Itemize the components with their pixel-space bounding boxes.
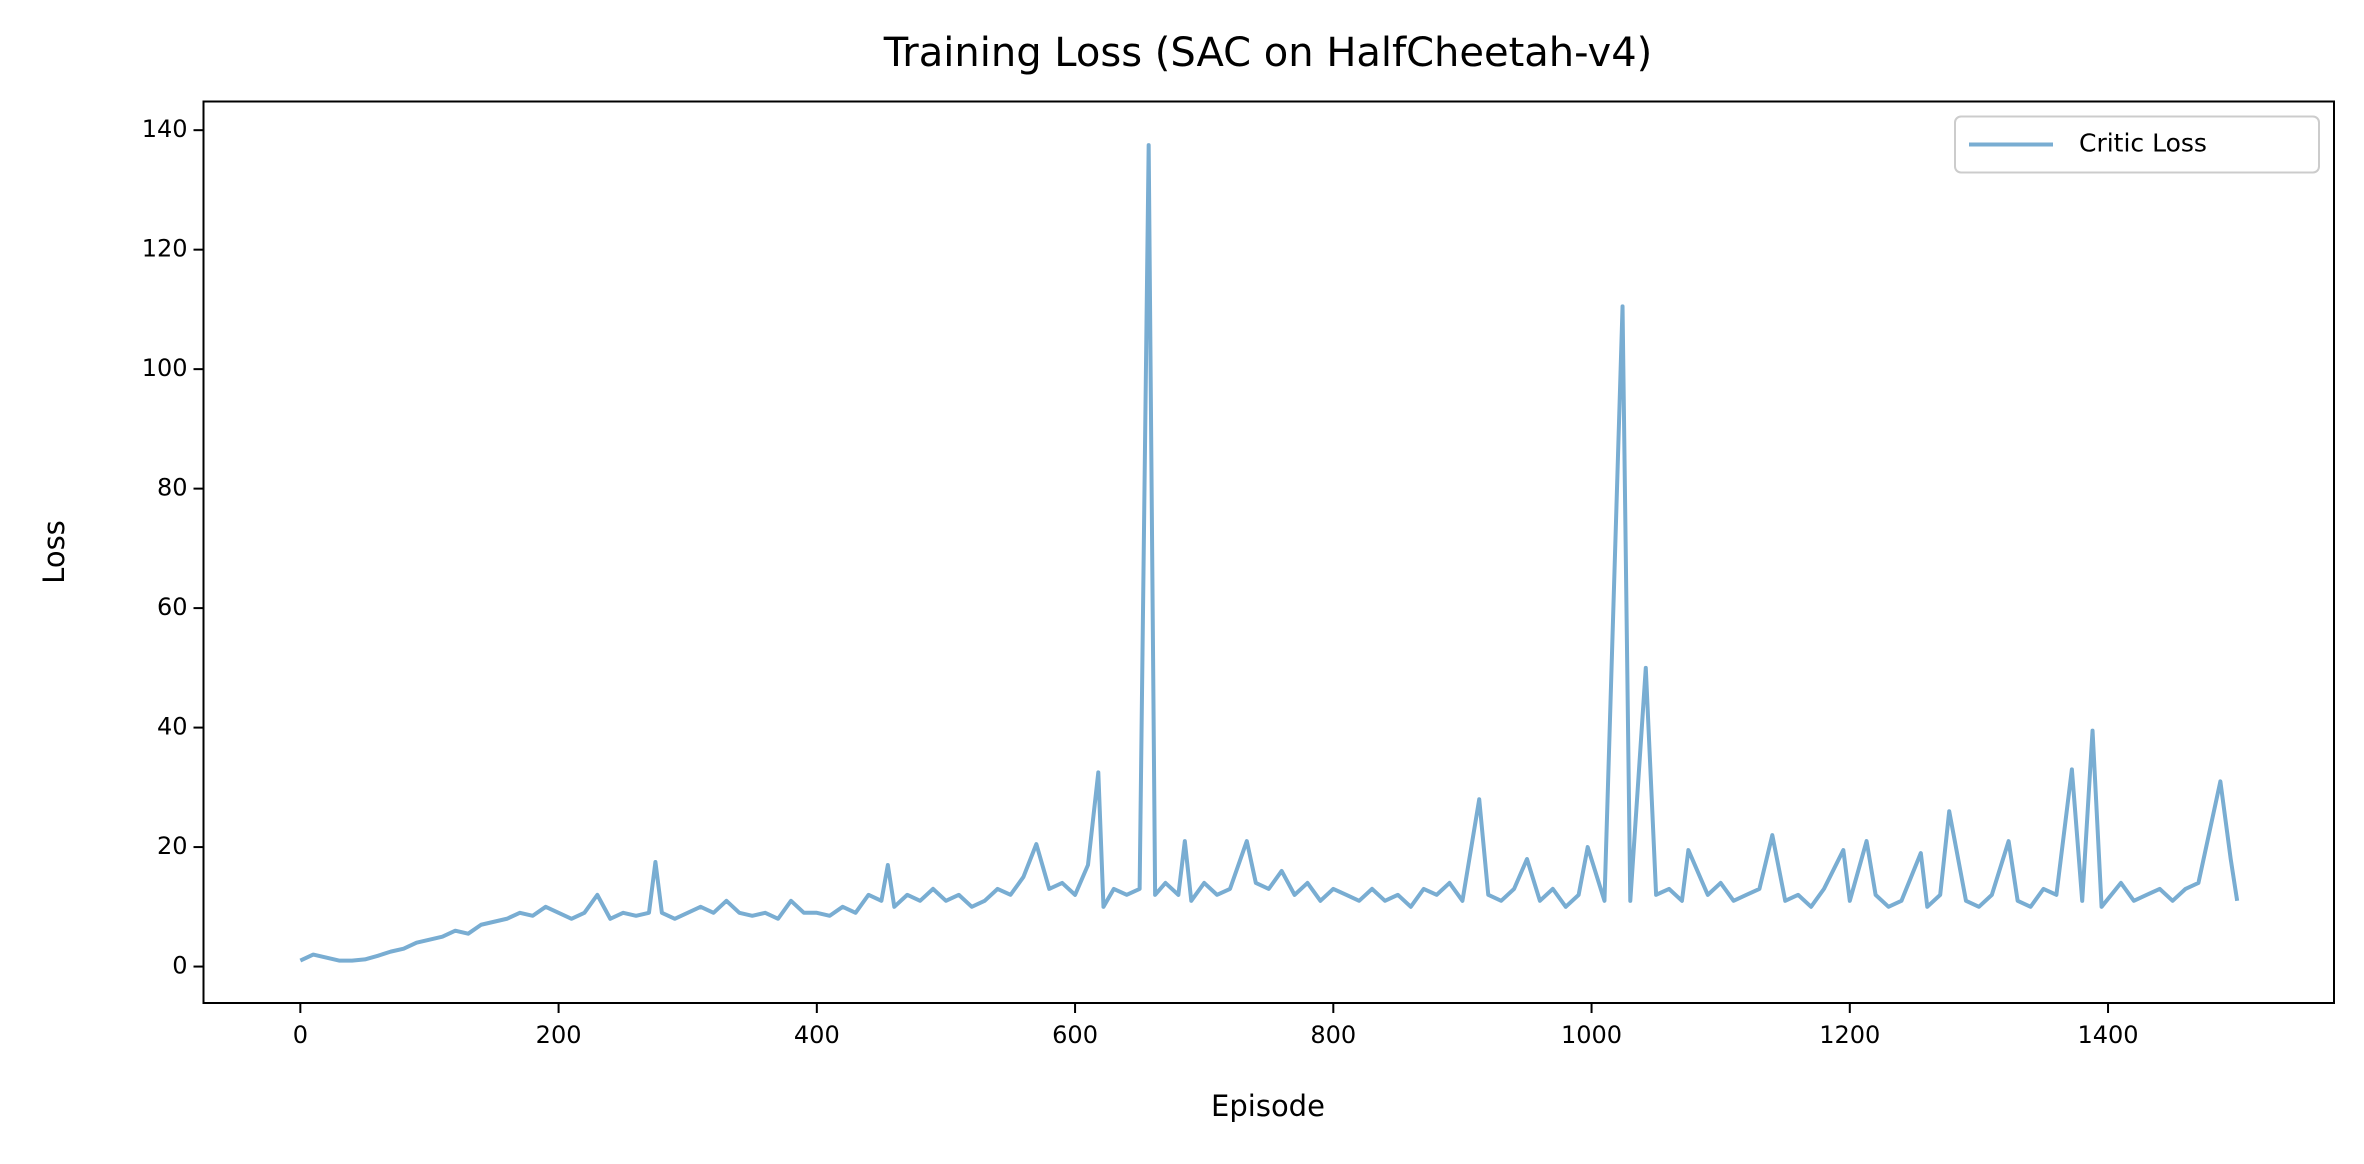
y-tick-label: 120 — [142, 235, 188, 263]
axes-frame — [202, 100, 2335, 1004]
legend: Critic Loss — [1954, 115, 2320, 174]
x-tick-label: 1000 — [1561, 1021, 1622, 1049]
legend-label: Critic Loss — [2079, 129, 2207, 158]
x-axis-label: Episode — [1211, 1089, 1325, 1123]
x-tick-label: 200 — [536, 1021, 582, 1049]
x-tick-label: 1400 — [2077, 1021, 2138, 1049]
y-tick-label: 60 — [157, 593, 188, 621]
x-tick-label: 800 — [1310, 1021, 1356, 1049]
y-tick-label: 80 — [157, 474, 188, 502]
y-axis-label: Loss — [37, 520, 71, 584]
plot-area — [299, 143, 2240, 963]
x-tick-label: 0 — [293, 1021, 308, 1049]
chart-title: Training Loss (SAC on HalfCheetah-v4) — [883, 30, 1653, 76]
data-line — [299, 143, 2240, 963]
legend-box — [1954, 115, 2320, 174]
y-tick-label: 20 — [157, 832, 188, 860]
x-tick-label: 1200 — [1819, 1021, 1880, 1049]
y-tick-label: 40 — [157, 713, 188, 741]
y-tick-label: 140 — [142, 115, 188, 143]
x-tick-label: 600 — [1052, 1021, 1098, 1049]
y-tick-label: 0 — [172, 952, 187, 980]
y-tick-label: 100 — [142, 354, 188, 382]
x-tick-label: 400 — [794, 1021, 840, 1049]
